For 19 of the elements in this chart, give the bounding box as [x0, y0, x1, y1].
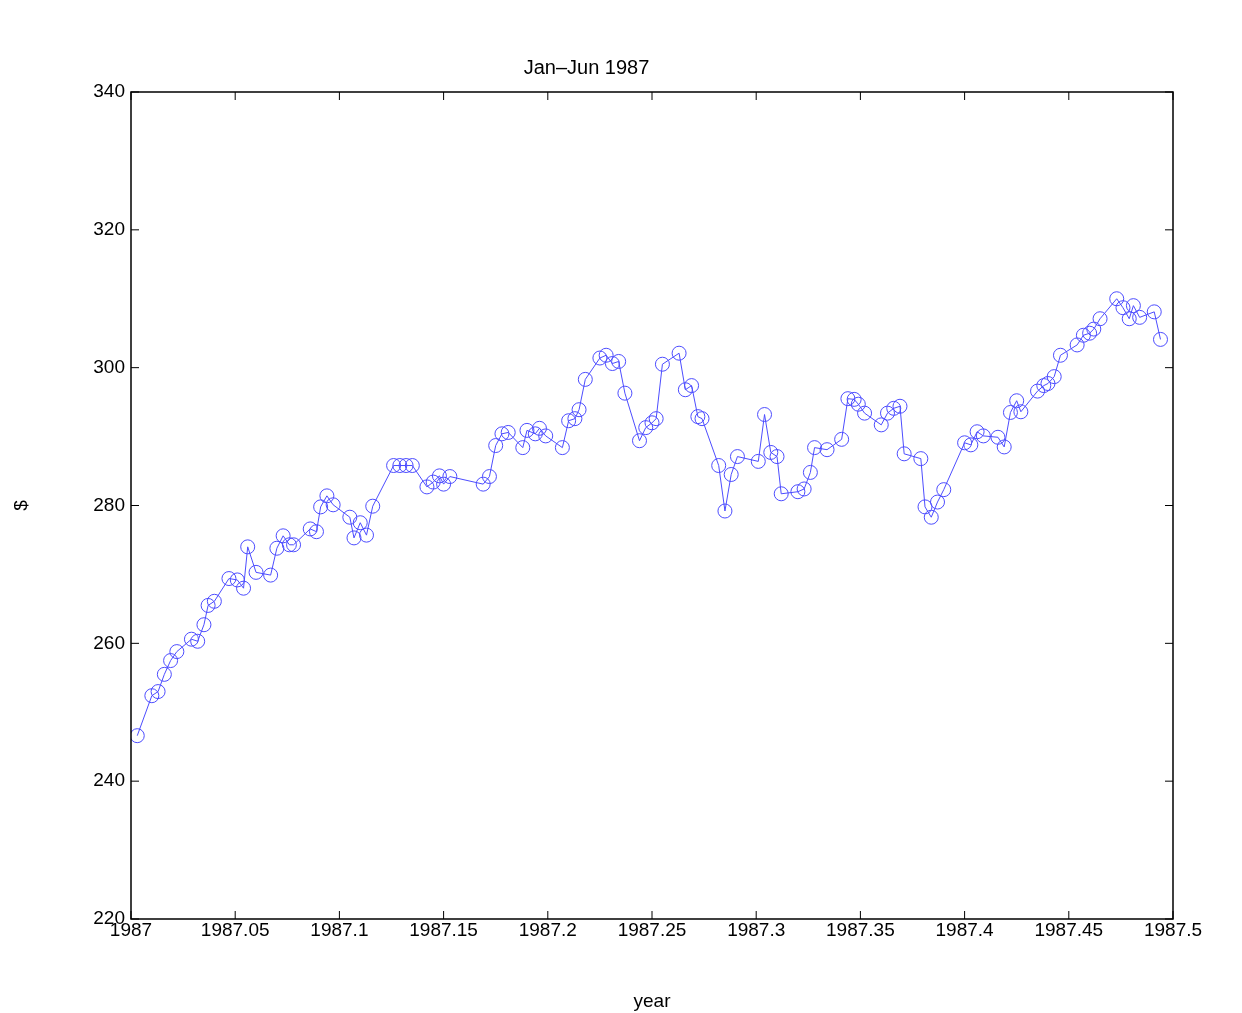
x-tick-label: 1987.3 — [727, 918, 786, 940]
x-tick-label: 1987.4 — [935, 918, 995, 940]
y-tick-label: 280 — [93, 493, 125, 515]
y-tick-label: 300 — [93, 355, 125, 377]
y-tick-label: 320 — [93, 218, 125, 240]
x-tick-label: 1987.35 — [826, 918, 895, 940]
x-tick-label: 1987.45 — [1034, 918, 1104, 940]
y-axis-title: $ — [9, 499, 31, 511]
x-tick-label: 1987.05 — [200, 918, 270, 940]
chart-title: Jan–Jun 1987 — [523, 55, 650, 78]
y-tick-label: 260 — [93, 631, 125, 653]
x-axis-title: year — [633, 989, 672, 1011]
x-tick-label: 1987.1 — [310, 918, 369, 940]
x-tick-label: 1987.2 — [518, 918, 577, 940]
x-tick-label: 1987.25 — [617, 918, 687, 940]
y-tick-label: 340 — [93, 80, 125, 102]
x-tick-label: 1987.15 — [409, 918, 478, 940]
y-tick-label: 240 — [93, 769, 125, 791]
x-tick-label: 1987.5 — [1143, 918, 1203, 940]
